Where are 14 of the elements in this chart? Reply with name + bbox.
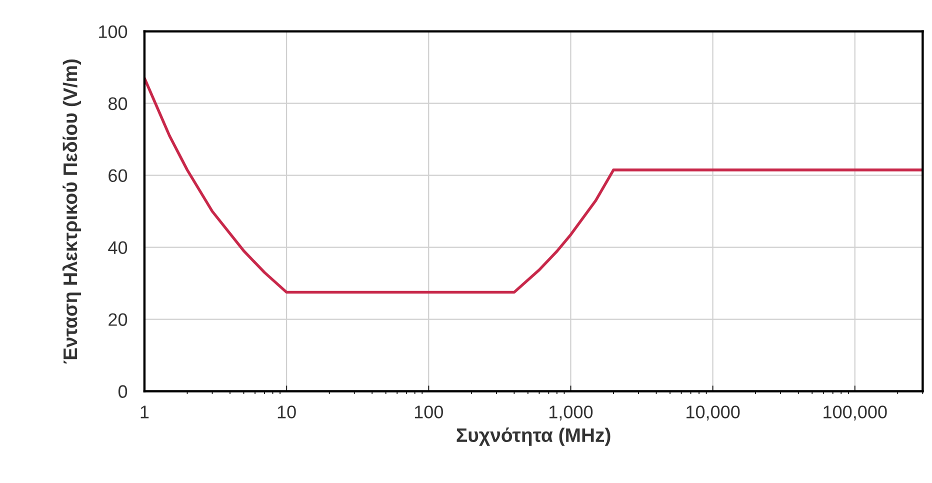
x-tick-label: 100	[414, 406, 443, 418]
y-tick-label: 100	[99, 25, 128, 38]
x-axis-title: Συχνότητα (MHz)	[456, 428, 610, 446]
y-tick-label: 40	[108, 241, 128, 254]
x-tick-label: 100,000	[824, 406, 887, 421]
y-tick-label: 0	[118, 385, 128, 398]
x-tick-label: 10	[278, 406, 296, 418]
x-tick-label: 1,000	[550, 406, 593, 421]
y-tick-label: 60	[108, 169, 128, 182]
y-axis-title: Ένταση Ηλεκτρικού Πεδίου (V/m)	[62, 59, 82, 364]
y-tick-label: 80	[108, 97, 128, 110]
x-tick-label: 10,000	[686, 406, 740, 421]
x-tick-label: 1	[140, 406, 149, 418]
y-tick-label: 20	[108, 313, 128, 326]
